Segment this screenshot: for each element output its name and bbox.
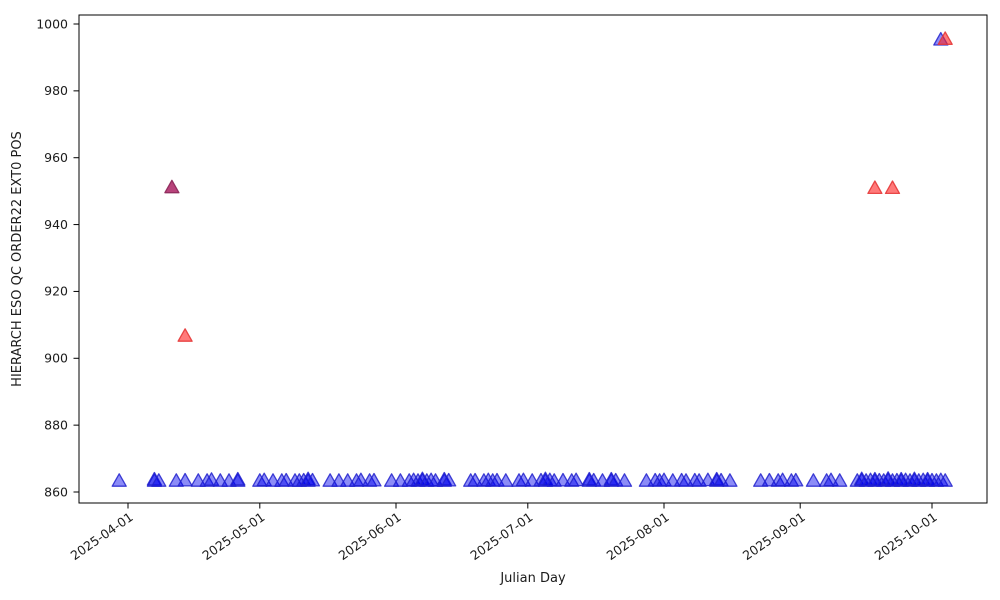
plot-area	[78, 14, 988, 504]
x-axis-tick-label: 2025-05-01	[199, 509, 267, 563]
data-point-triangle	[884, 180, 901, 195]
x-axis-tick-label: 2025-06-01	[336, 509, 404, 563]
data-point-triangle	[616, 473, 633, 487]
y-axis-tick-label: 880	[44, 417, 68, 432]
data-point-triangle	[366, 472, 382, 487]
y-axis-label: HIERARCH ESO QC ORDER22 EXT0 POS	[10, 131, 25, 387]
data-point-triangle	[537, 471, 554, 486]
data-point-triangle	[893, 471, 909, 486]
data-point-triangle	[441, 472, 457, 487]
data-point-triangle	[300, 471, 316, 486]
y-axis-tick-label: 1000	[36, 16, 68, 31]
data-point-triangle	[867, 471, 883, 486]
x-axis-tick-label: 2025-07-01	[467, 509, 535, 563]
data-point-triangle	[880, 471, 896, 485]
data-point-triangle	[805, 473, 822, 487]
data-point-triangle	[498, 473, 514, 487]
data-point-triangle	[146, 471, 163, 486]
y-axis-tick-label: 900	[44, 351, 68, 366]
y-axis-tick-label: 940	[44, 217, 68, 232]
data-point-triangle	[709, 471, 725, 486]
x-axis-tick-label: 2025-04-01	[68, 509, 136, 563]
data-point-triangle	[867, 180, 883, 195]
data-point-triangle	[111, 473, 127, 487]
x-axis-ticks: 2025-04-01 2025-05-01 2025-06-01 2025-07-01…	[68, 503, 940, 563]
data-point-triangle	[722, 473, 738, 487]
data-point-triangle	[177, 472, 193, 487]
y-axis-ticks: 860 880 900 920 940 960 980 1000	[36, 16, 79, 499]
data-point-triangle	[832, 473, 848, 487]
data-point-triangle	[581, 471, 597, 486]
y-axis-tick-label: 920	[44, 284, 68, 299]
y-axis-tick-label: 980	[44, 83, 68, 98]
data-point-triangle	[937, 31, 953, 45]
data-point-triangle	[230, 471, 246, 486]
data-points-layer	[111, 31, 953, 487]
data-point-triangle	[919, 471, 936, 486]
data-point-triangle	[568, 472, 584, 487]
y-axis-tick-label: 960	[44, 150, 68, 165]
data-point-triangle	[177, 328, 193, 342]
data-point-triangle	[436, 471, 452, 486]
y-axis-tick-label: 860	[44, 484, 68, 499]
data-point-triangle	[164, 179, 180, 194]
x-axis-tick-label: 2025-10-01	[872, 509, 940, 563]
data-point-triangle	[603, 471, 619, 486]
data-point-triangle	[937, 473, 953, 487]
data-point-triangle	[151, 473, 167, 487]
x-axis-label: Julian Day	[499, 571, 566, 586]
data-point-triangle	[304, 472, 321, 487]
x-axis-tick-label: 2025-09-01	[740, 509, 808, 563]
data-point-triangle	[788, 472, 804, 487]
x-axis-tick-label: 2025-08-01	[604, 509, 672, 563]
